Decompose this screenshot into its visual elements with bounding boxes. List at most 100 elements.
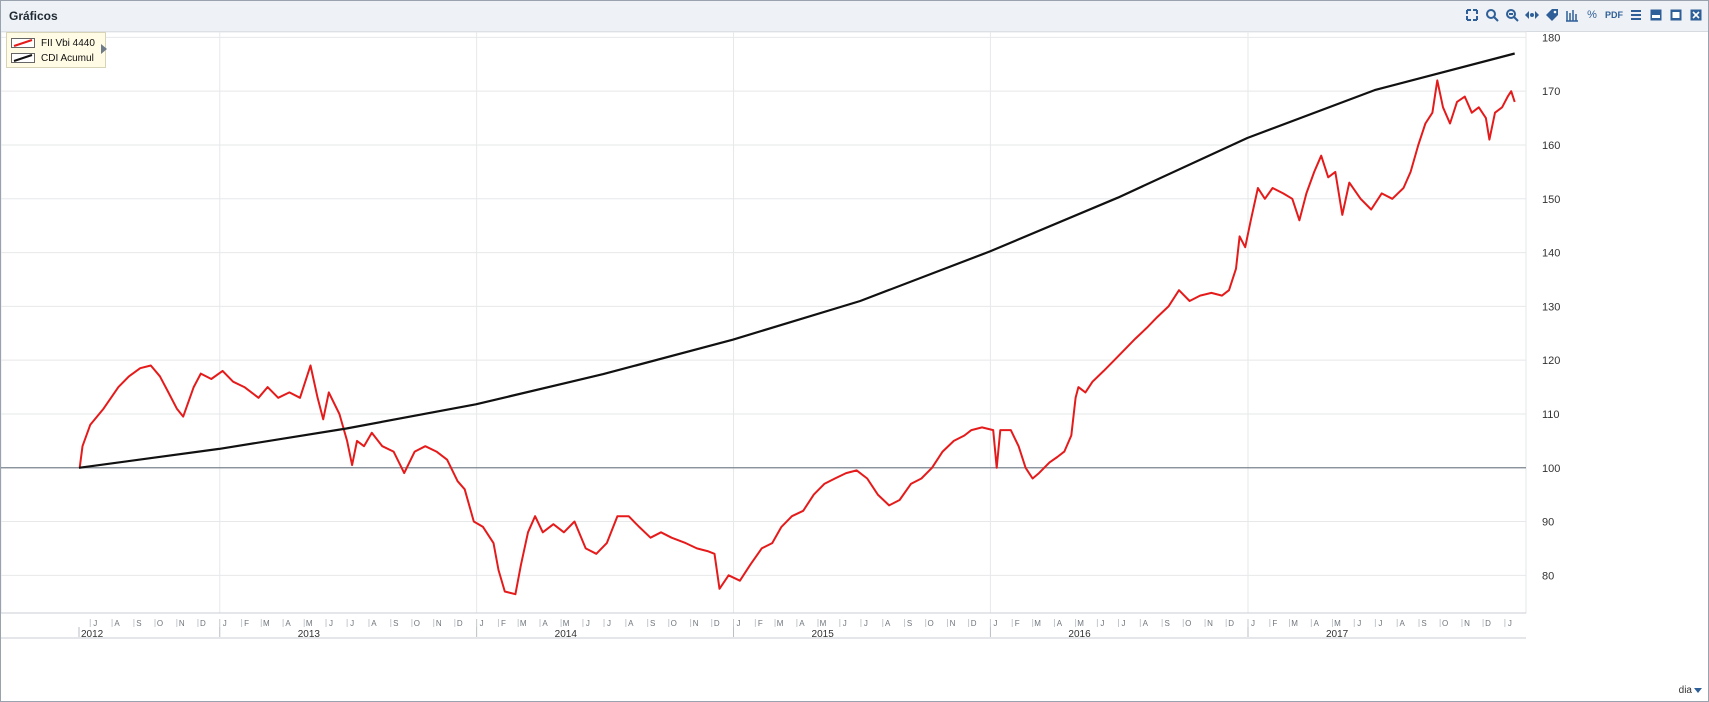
restore-icon[interactable] (1648, 7, 1664, 23)
y-tick-label: 180 (1542, 32, 1560, 44)
year-tick-label: 2015 (812, 629, 835, 640)
y-tick-label: 140 (1542, 248, 1560, 260)
series-line-cdi-acumul (78, 52, 1515, 469)
period-selector[interactable]: dia (1679, 685, 1702, 696)
legend-label: FII Vbi 4440 (41, 37, 95, 49)
month-tick-label: J (329, 619, 333, 628)
month-tick-label: J (1122, 619, 1126, 628)
month-tick-label: A (1143, 619, 1149, 628)
month-tick-label: O (414, 619, 420, 628)
month-tick-label: J (1508, 619, 1512, 628)
month-tick-label: N (1464, 619, 1470, 628)
legend-label: CDI Acumul (41, 52, 94, 64)
month-tick-label: D (714, 619, 720, 628)
month-tick-label: O (1442, 619, 1448, 628)
percent-icon[interactable]: % (1587, 9, 1597, 21)
month-tick-label: N (950, 619, 956, 628)
pdf-icon[interactable]: PDF (1605, 10, 1623, 20)
chart-legend: FII Vbi 4440 CDI Acumul (6, 32, 106, 68)
month-tick-label: M (563, 619, 570, 628)
y-tick-label: 100 (1542, 463, 1560, 475)
month-tick-label: A (371, 619, 377, 628)
year-tick-label: 2012 (81, 629, 104, 640)
month-tick-label: F (244, 619, 249, 628)
month-tick-label: M (263, 619, 270, 628)
month-tick-label: N (179, 619, 185, 628)
y-tick-label: 170 (1542, 86, 1560, 98)
month-tick-label: M (1034, 619, 1041, 628)
year-tick-label: 2013 (298, 629, 321, 640)
month-tick-label: S (650, 619, 655, 628)
month-tick-label: O (671, 619, 677, 628)
y-tick-label: 80 (1542, 570, 1554, 582)
year-tick-label: 2014 (555, 629, 578, 640)
legend-collapse-arrow-icon[interactable] (101, 44, 107, 54)
month-tick-label: N (693, 619, 699, 628)
month-tick-label: O (928, 619, 934, 628)
y-tick-label: 130 (1542, 301, 1560, 313)
month-tick-label: F (758, 619, 763, 628)
toolbar: % PDF (1464, 7, 1704, 23)
month-tick-label: J (350, 619, 354, 628)
month-tick-label: J (93, 619, 97, 628)
month-tick-label: J (864, 619, 868, 628)
month-tick-label: D (200, 619, 206, 628)
maximize-icon[interactable] (1668, 7, 1684, 23)
month-tick-label: M (1291, 619, 1298, 628)
close-icon[interactable] (1688, 7, 1704, 23)
tag-icon[interactable] (1544, 7, 1560, 23)
zoom-in-icon[interactable] (1484, 7, 1500, 23)
month-tick-label: M (777, 619, 784, 628)
legend-swatch-red (11, 38, 35, 48)
month-tick-label: J (223, 619, 227, 628)
y-tick-label: 160 (1542, 140, 1560, 152)
month-tick-label: A (1057, 619, 1063, 628)
zoom-out-icon[interactable] (1504, 7, 1520, 23)
month-tick-label: A (799, 619, 805, 628)
pan-icon[interactable] (1524, 7, 1540, 23)
series-line-fii-vbi-4440 (78, 79, 1516, 596)
y-tick-label: 150 (1542, 194, 1560, 206)
legend-swatch-black (11, 53, 35, 63)
month-tick-label: S (136, 619, 141, 628)
month-tick-label: J (1100, 619, 1104, 628)
month-tick-label: D (1228, 619, 1234, 628)
month-tick-label: J (586, 619, 590, 628)
month-tick-label: J (993, 619, 997, 628)
month-tick-label: N (1207, 619, 1213, 628)
month-tick-label: A (628, 619, 634, 628)
month-tick-label: J (1357, 619, 1361, 628)
y-tick-label: 110 (1542, 409, 1560, 421)
month-tick-label: A (885, 619, 891, 628)
month-tick-label: A (1314, 619, 1320, 628)
month-tick-label: F (501, 619, 506, 628)
month-tick-label: J (607, 619, 611, 628)
legend-item-cdi[interactable]: CDI Acumul (11, 51, 94, 65)
y-tick-label: 120 (1542, 355, 1560, 367)
month-tick-label: M (520, 619, 527, 628)
month-tick-label: J (1378, 619, 1382, 628)
month-tick-label: M (306, 619, 313, 628)
month-tick-label: S (1421, 619, 1426, 628)
y-tick-label: 90 (1542, 517, 1554, 529)
candles-icon[interactable] (1564, 7, 1580, 23)
month-tick-label: O (1185, 619, 1191, 628)
month-tick-label: A (1400, 619, 1406, 628)
month-tick-label: N (436, 619, 442, 628)
month-tick-label: F (1015, 619, 1020, 628)
month-tick-label: J (843, 619, 847, 628)
legend-item-fii[interactable]: FII Vbi 4440 (11, 36, 95, 50)
month-tick-label: M (1334, 619, 1341, 628)
expand-icon[interactable] (1464, 7, 1480, 23)
month-tick-label: S (1164, 619, 1169, 628)
month-tick-label: A (114, 619, 120, 628)
month-tick-label: O (157, 619, 163, 628)
month-tick-label: D (1485, 619, 1491, 628)
menu-icon[interactable] (1628, 7, 1644, 23)
month-tick-label: J (737, 619, 741, 628)
month-tick-label: S (393, 619, 398, 628)
month-tick-label: A (285, 619, 291, 628)
year-tick-label: 2016 (1068, 629, 1091, 640)
